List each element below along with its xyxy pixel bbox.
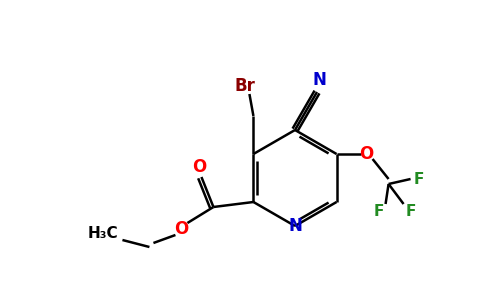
Text: H₃C: H₃C [88,226,119,241]
Text: N: N [312,71,326,89]
Text: O: O [174,220,189,238]
Text: O: O [192,158,207,176]
Text: Br: Br [235,77,256,95]
Text: F: F [406,205,416,220]
Text: N: N [288,217,302,235]
Text: F: F [373,205,384,220]
Text: O: O [360,145,374,163]
Text: F: F [413,172,424,187]
